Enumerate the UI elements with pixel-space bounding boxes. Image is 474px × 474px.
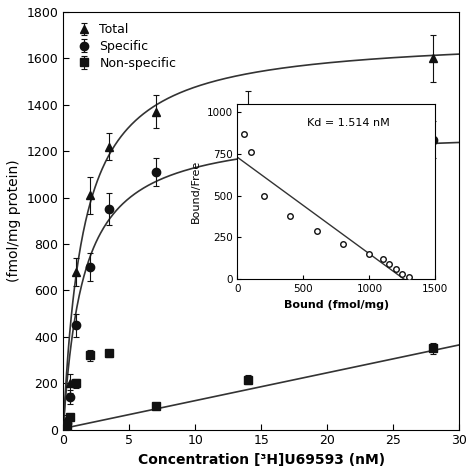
Y-axis label: (fmol/mg protein): (fmol/mg protein): [7, 159, 21, 282]
X-axis label: Concentration [³H]U69593 (nM): Concentration [³H]U69593 (nM): [137, 453, 385, 467]
Legend: Total, Specific, Non-specific: Total, Specific, Non-specific: [70, 18, 182, 75]
